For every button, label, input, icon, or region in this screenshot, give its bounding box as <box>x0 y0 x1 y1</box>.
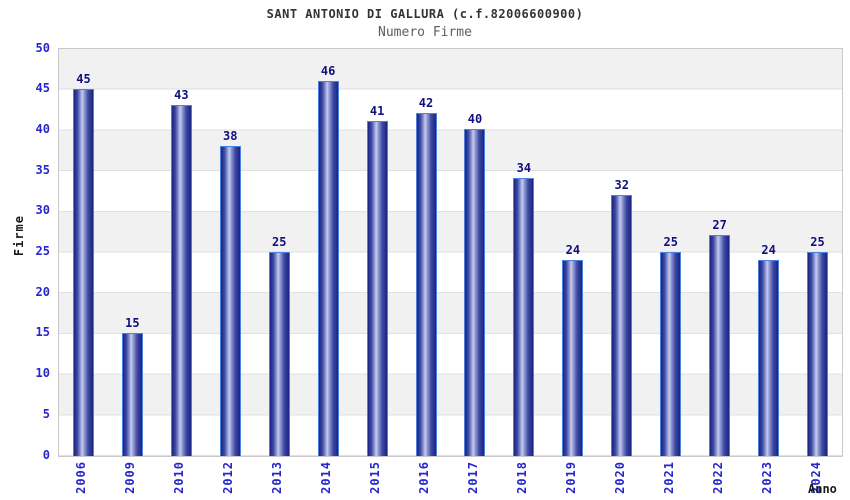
bar-value-label: 24 <box>761 242 776 257</box>
bar-value-label: 15 <box>125 315 140 330</box>
bar-2015 <box>366 121 388 456</box>
y-tick-label: 30 <box>35 203 50 218</box>
bar-value-label: 45 <box>76 71 91 86</box>
bar-value-label: 24 <box>565 242 581 257</box>
bar-2006 <box>72 88 94 456</box>
bar-2012 <box>219 145 241 456</box>
bar-value-label: 25 <box>810 234 825 249</box>
bar-2023 <box>758 259 780 456</box>
y-tick-label: 15 <box>35 325 50 340</box>
bar-value-label: 46 <box>320 63 336 78</box>
y-tick-label: 25 <box>35 244 50 258</box>
bar-value-label: 25 <box>271 234 287 249</box>
x-tick-label: 2019 <box>563 461 578 494</box>
y-axis: 0 5 10 15 20 25 30 35 40 45 50 <box>0 41 54 462</box>
bar-value-label: 32 <box>614 177 629 192</box>
y-tick-label: 5 <box>42 406 50 421</box>
x-tick-label: 2022 <box>710 461 725 494</box>
y-tick-label: 0 <box>42 447 50 462</box>
bar-value-label: 27 <box>712 218 727 233</box>
x-axis: 2006 2009 2010 2012 2013 2014 2015 2016 2017 2018… <box>58 457 841 499</box>
x-tick-label: 2016 <box>417 461 432 494</box>
y-tick-label: 45 <box>35 81 50 96</box>
y-tick-label: 40 <box>35 121 50 136</box>
y-tick-label: 50 <box>35 40 50 55</box>
y-tick-label: 10 <box>35 366 50 381</box>
plot-area: 45 15 43 38 25 46 41 42 40 34 24 32 25 27 24 25 <box>58 48 843 457</box>
x-tick-label: 2013 <box>270 461 285 494</box>
bar-2019 <box>562 259 584 456</box>
bar-value-label: 38 <box>223 128 238 143</box>
bar-2014 <box>317 80 339 456</box>
x-tick-label: 2020 <box>612 461 627 494</box>
bar-2013 <box>268 251 290 456</box>
bar-2022 <box>709 235 731 456</box>
x-tick-label: 2018 <box>514 461 529 494</box>
chart-subtitle: Numero Firme <box>378 25 472 40</box>
bar-value-label: 41 <box>369 104 385 119</box>
bar-2017 <box>464 129 486 456</box>
bar-value-label: 40 <box>467 112 483 127</box>
x-tick-label: 2023 <box>759 461 774 494</box>
bar-2020 <box>611 194 633 456</box>
bar-2010 <box>170 104 192 456</box>
bar-2024 <box>807 251 829 456</box>
x-tick-label: 2021 <box>661 461 676 494</box>
bar-value-label: 42 <box>418 96 434 111</box>
y-tick-label: 20 <box>35 284 50 299</box>
x-tick-label: 2017 <box>465 461 480 494</box>
bar-value-label: 43 <box>174 87 189 102</box>
chart-title: SANT ANTONIO DI GALLURA (c.f.82006600900… <box>266 7 584 21</box>
x-tick-label: 2014 <box>319 461 334 494</box>
x-tick-label: 2009 <box>123 461 138 494</box>
bar-2018 <box>513 178 535 456</box>
x-tick-label: 2012 <box>221 461 236 494</box>
bar-2016 <box>415 113 437 456</box>
bar-2009 <box>121 332 143 456</box>
x-tick-label: 2006 <box>74 461 89 494</box>
x-tick-label: 2010 <box>172 461 187 494</box>
bar-2021 <box>660 251 682 456</box>
x-axis-label: Anno <box>808 482 837 496</box>
bar-value-label: 25 <box>663 234 678 249</box>
x-tick-label: 2015 <box>368 461 383 494</box>
bar-value-label: 34 <box>516 161 532 176</box>
y-tick-label: 35 <box>35 162 50 177</box>
